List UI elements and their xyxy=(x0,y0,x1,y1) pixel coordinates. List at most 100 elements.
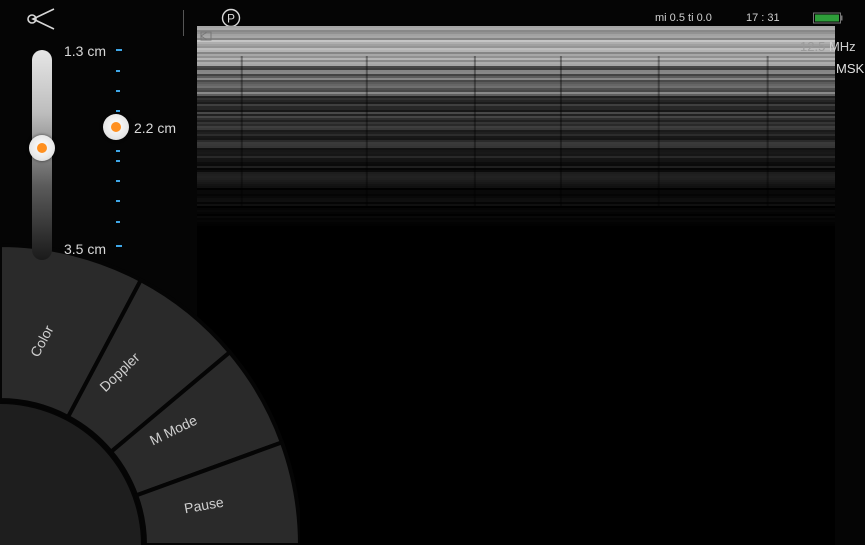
echo-band xyxy=(197,166,835,168)
ultrasound-image[interactable] xyxy=(197,26,835,545)
power-mode-letter: P xyxy=(227,12,235,26)
echo-band xyxy=(197,146,835,148)
echo-band xyxy=(197,40,835,42)
echo-band xyxy=(197,144,835,146)
echo-column xyxy=(766,56,769,206)
depth-tick xyxy=(116,180,120,182)
toolbar-divider xyxy=(183,10,184,36)
echo-column xyxy=(240,56,243,206)
depth-tick xyxy=(116,90,120,92)
depth-tick xyxy=(116,221,120,223)
gain-slider-handle[interactable] xyxy=(29,135,55,161)
echo-band xyxy=(197,220,835,222)
depth-tick xyxy=(116,160,120,162)
echo-band xyxy=(197,198,835,200)
echo-band xyxy=(197,52,835,54)
preset-label: MSK xyxy=(836,61,865,76)
echo-band xyxy=(197,176,835,178)
echo-band xyxy=(197,184,835,186)
battery-icon xyxy=(813,12,843,24)
echo-band xyxy=(197,68,835,70)
echo-band xyxy=(197,164,835,166)
echo-band xyxy=(197,48,835,50)
echo-band xyxy=(197,30,835,32)
echo-band xyxy=(197,94,835,96)
echo-band xyxy=(197,216,835,218)
echo-band xyxy=(197,156,835,158)
echo-band xyxy=(197,50,835,52)
echo-band xyxy=(197,74,835,76)
echo-band xyxy=(197,102,835,104)
orientation-marker-icon xyxy=(200,31,212,41)
echo-band xyxy=(197,92,835,94)
echo-band xyxy=(197,140,835,142)
depth-tick xyxy=(116,150,120,152)
echo-column xyxy=(473,56,476,206)
echo-band xyxy=(197,82,835,84)
echo-band xyxy=(197,192,835,194)
echo-band xyxy=(197,210,835,212)
echo-band xyxy=(197,32,835,34)
frequency-unit: MHz xyxy=(828,39,856,54)
echo-band xyxy=(197,204,835,206)
echo-band xyxy=(197,80,835,82)
echo-band xyxy=(197,186,835,188)
mi-ti-readout: mi 0.5 ti 0.0 xyxy=(655,12,712,24)
echo-band xyxy=(197,64,835,66)
echo-band xyxy=(197,150,835,152)
m-mode-trace xyxy=(197,26,835,226)
echo-band xyxy=(197,86,835,88)
echo-band xyxy=(197,66,835,68)
echo-band xyxy=(197,110,835,112)
echo-band xyxy=(197,72,835,74)
echo-band xyxy=(197,128,835,130)
echo-column xyxy=(559,56,562,206)
echo-band xyxy=(197,42,835,44)
echo-band xyxy=(197,188,835,190)
echo-band xyxy=(197,28,835,30)
echo-band xyxy=(197,70,835,72)
echo-band xyxy=(197,78,835,80)
echo-band xyxy=(197,158,835,160)
echo-band xyxy=(197,200,835,202)
echo-band xyxy=(197,168,835,170)
depth-tick xyxy=(116,70,120,72)
echo-band xyxy=(197,96,835,98)
echo-band xyxy=(197,170,835,172)
menu-item-color[interactable] xyxy=(0,242,144,420)
echo-band xyxy=(197,60,835,62)
depth-tick xyxy=(116,245,122,247)
probe-logo-icon[interactable] xyxy=(24,6,58,32)
echo-band xyxy=(197,36,835,38)
radial-menu xyxy=(0,242,300,545)
echo-band xyxy=(197,108,835,110)
depth-slider-handle[interactable] xyxy=(103,114,129,140)
echo-band xyxy=(197,174,835,176)
echo-band xyxy=(197,58,835,60)
depth-current-label: 2.2 cm xyxy=(134,120,177,136)
echo-band xyxy=(197,214,835,216)
depth-tick xyxy=(116,200,120,202)
echo-band xyxy=(197,88,835,90)
echo-band xyxy=(197,118,835,120)
echo-band xyxy=(197,112,835,114)
echo-band xyxy=(197,122,835,124)
echo-band xyxy=(197,98,835,100)
echo-band xyxy=(197,84,835,86)
frequency-readout: 12.5 MHz xyxy=(800,39,856,54)
echo-band xyxy=(197,148,835,150)
echo-band xyxy=(197,62,835,64)
frequency-value: 12.5 xyxy=(800,39,826,54)
echo-band xyxy=(197,106,835,108)
echo-band xyxy=(197,44,835,46)
echo-band xyxy=(197,104,835,106)
echo-band xyxy=(197,116,835,118)
echo-band xyxy=(197,202,835,204)
depth-max-label: 3.5 cm xyxy=(64,241,107,257)
echo-band xyxy=(197,76,835,78)
echo-band xyxy=(197,134,835,136)
echo-band xyxy=(197,160,835,162)
depth-min-label: 1.3 cm xyxy=(64,43,107,59)
echo-band xyxy=(197,100,835,102)
